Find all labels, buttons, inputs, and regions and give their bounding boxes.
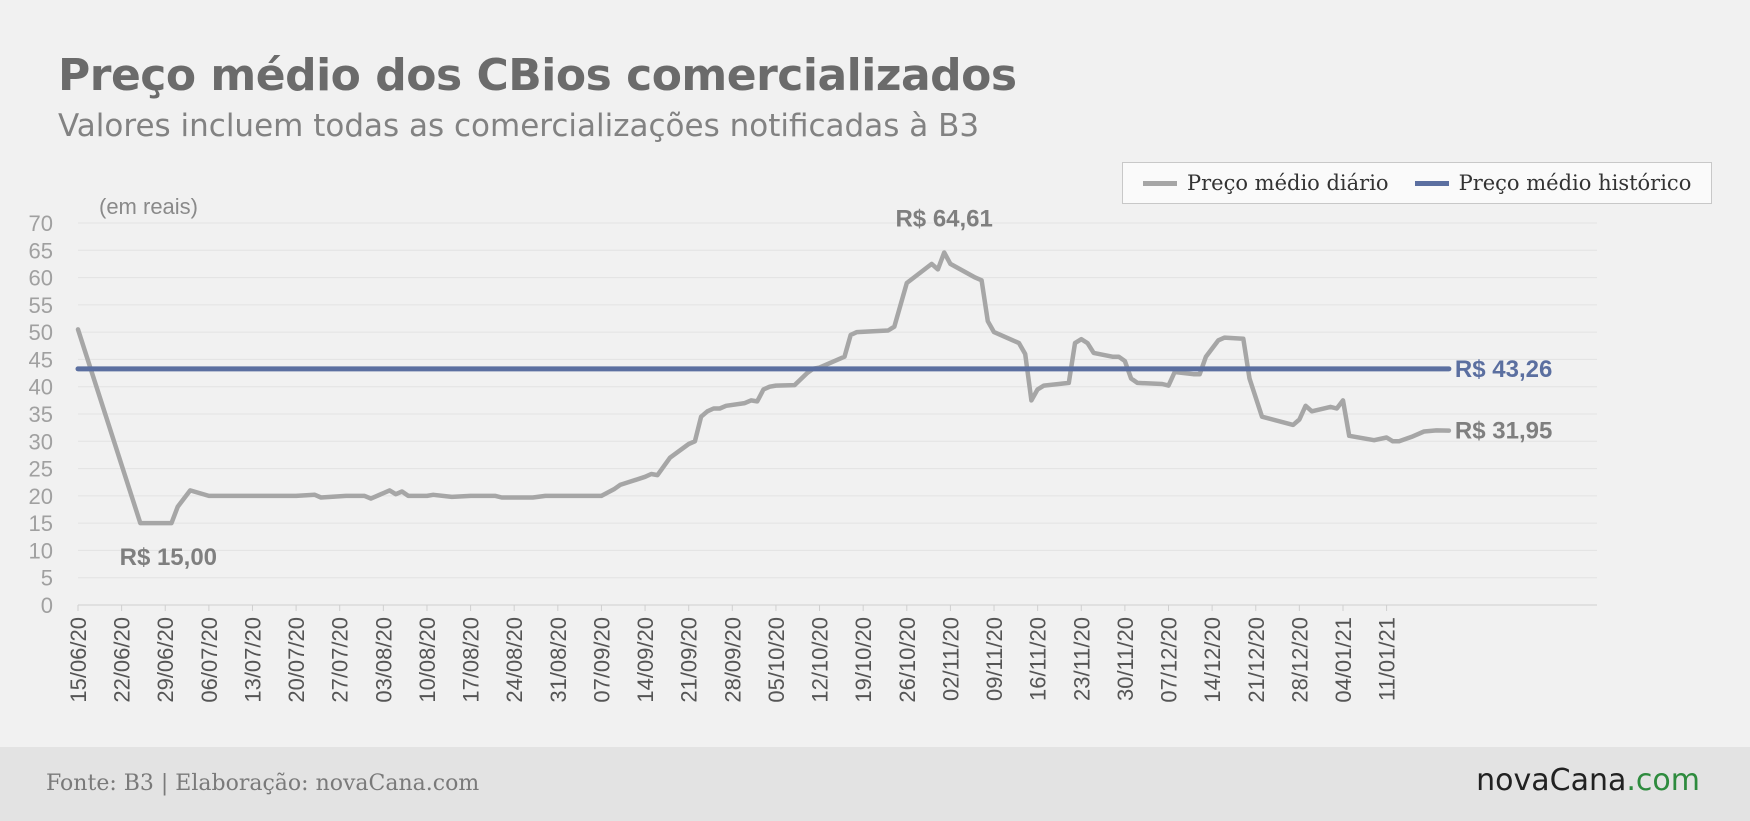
x-tick-label: 06/07/20 bbox=[197, 617, 222, 703]
y-tick-label: 0 bbox=[41, 593, 53, 618]
legend-label-daily: Preço médio diário bbox=[1187, 171, 1389, 195]
y-axis-unit-label: (em reais) bbox=[99, 194, 198, 219]
y-tick-label: 10 bbox=[29, 538, 53, 563]
y-tick-label: 65 bbox=[29, 238, 53, 263]
series-line-daily-price bbox=[75, 250, 1452, 526]
chart-title: Preço médio dos CBios comercializados bbox=[58, 50, 1017, 101]
x-tick-label: 30/11/20 bbox=[1113, 617, 1138, 701]
x-tick-label: 05/10/20 bbox=[764, 617, 789, 703]
x-tick-label: 28/09/20 bbox=[720, 617, 745, 703]
legend-item-historic: Preço médio histórico bbox=[1414, 171, 1692, 195]
x-tick-label: 13/07/20 bbox=[240, 617, 265, 703]
x-tick-label: 07/12/20 bbox=[1157, 617, 1182, 703]
x-tick-label: 28/12/20 bbox=[1287, 617, 1312, 703]
y-tick-label: 5 bbox=[41, 566, 53, 591]
x-tick-label: 12/10/20 bbox=[808, 617, 833, 703]
footer-bar: Fonte: B3 | Elaboração: novaCana.com nov… bbox=[0, 747, 1750, 821]
brand-name: novaCana bbox=[1476, 763, 1627, 798]
y-tick-label: 60 bbox=[29, 266, 53, 291]
x-tick-label: 07/09/20 bbox=[589, 617, 614, 703]
x-tick-label: 22/06/20 bbox=[110, 617, 135, 703]
x-tick-label: 23/11/20 bbox=[1069, 617, 1094, 701]
y-tick-label: 70 bbox=[29, 211, 53, 236]
y-tick-label: 40 bbox=[29, 375, 53, 400]
x-tick-label: 31/08/20 bbox=[546, 617, 571, 703]
y-tick-label: 20 bbox=[29, 484, 53, 509]
legend-swatch-historic bbox=[1414, 180, 1449, 186]
x-tick-label: 17/08/20 bbox=[459, 617, 484, 703]
y-tick-label: 15 bbox=[29, 511, 53, 536]
y-tick-label: 55 bbox=[29, 293, 53, 318]
x-tick-label: 20/07/20 bbox=[284, 617, 309, 703]
x-tick-label: 09/11/20 bbox=[982, 617, 1007, 701]
y-tick-label: 50 bbox=[29, 320, 53, 345]
x-tick-label: 03/08/20 bbox=[371, 617, 396, 703]
x-tick-label: 15/06/20 bbox=[66, 617, 91, 703]
x-tick-label: 14/09/20 bbox=[633, 617, 658, 703]
x-tick-label: 27/07/20 bbox=[328, 617, 353, 703]
brand-tld: .com bbox=[1626, 763, 1700, 798]
data-label: R$ 31,95 bbox=[1455, 418, 1552, 445]
x-tick-label: 24/08/20 bbox=[502, 617, 527, 703]
x-axis-ticks: 15/06/20 22/06/20 29/06/20 06/07/20 13/07/20… bbox=[66, 617, 1400, 703]
x-tick-label: 04/01/21 bbox=[1331, 617, 1356, 703]
y-tick-label: 45 bbox=[29, 347, 53, 372]
legend-label-historic: Preço médio histórico bbox=[1458, 171, 1692, 195]
x-tick-label: 02/11/20 bbox=[938, 617, 963, 701]
x-tick-label: 11/01/21 bbox=[1375, 617, 1400, 701]
chart-subtitle: Valores incluem todas as comercializaçõe… bbox=[58, 108, 980, 144]
grid-lines bbox=[77, 222, 1597, 611]
x-tick-label: 16/11/20 bbox=[1026, 617, 1051, 701]
source-credit: Fonte: B3 | Elaboração: novaCana.com bbox=[46, 771, 480, 796]
brand-logo: novaCana.com bbox=[1476, 763, 1700, 798]
y-tick-label: 30 bbox=[29, 429, 53, 454]
x-tick-label: 21/12/20 bbox=[1244, 617, 1269, 703]
data-label: R$ 15,00 bbox=[120, 544, 217, 571]
legend-item-daily: Preço médio diário bbox=[1143, 171, 1389, 195]
x-tick-label: 29/06/20 bbox=[153, 617, 178, 703]
x-tick-label: 14/12/20 bbox=[1200, 617, 1225, 703]
x-tick-label: 21/09/20 bbox=[677, 617, 702, 703]
x-tick-label: 26/10/20 bbox=[895, 617, 920, 703]
x-tick-label: 19/10/20 bbox=[851, 617, 876, 703]
chart-legend: Preço médio diário Preço médio histórico bbox=[1122, 162, 1712, 204]
y-tick-label: 35 bbox=[29, 402, 53, 427]
y-tick-label: 25 bbox=[29, 457, 53, 482]
legend-swatch-daily bbox=[1143, 180, 1177, 186]
data-label: R$ 43,26 bbox=[1455, 356, 1552, 383]
series-lines bbox=[75, 250, 1452, 526]
data-annotations: R$ 64,61 R$ 15,00 R$ 43,26 R$ 31,95 bbox=[120, 205, 1553, 571]
data-label: R$ 64,61 bbox=[895, 205, 992, 232]
x-tick-label: 10/08/20 bbox=[415, 617, 440, 703]
